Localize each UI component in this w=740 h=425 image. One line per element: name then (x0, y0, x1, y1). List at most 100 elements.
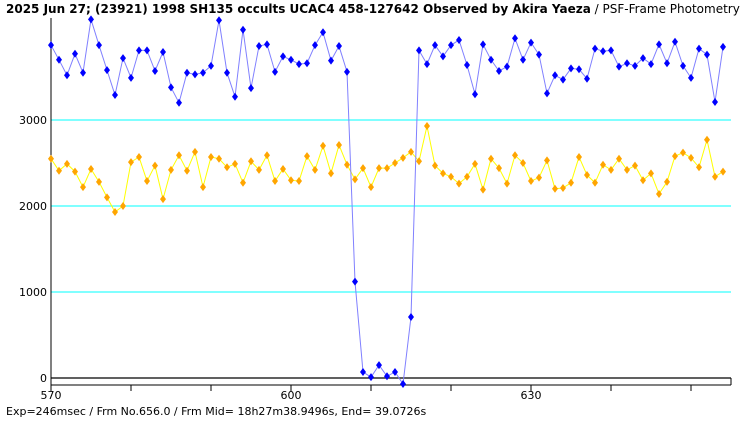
comparison-point (64, 159, 70, 168)
comparison-point (696, 163, 702, 172)
target-point (560, 75, 566, 84)
target-point (336, 42, 342, 51)
comparison-point (96, 177, 102, 186)
target-point (160, 48, 166, 57)
target-point (632, 61, 638, 70)
comparison-point (616, 154, 622, 163)
target-point (552, 71, 558, 80)
comparison-point (88, 165, 94, 174)
exposure-info: Exp=246msec / Frm No.656.0 / Frm Mid= 18… (6, 405, 427, 418)
comparison-point (368, 183, 374, 192)
comparison-point (568, 178, 574, 187)
target-point (232, 92, 238, 101)
comparison-point (232, 159, 238, 168)
target-point (504, 62, 510, 71)
target-point (480, 40, 486, 49)
target-point (168, 83, 174, 92)
target-point (624, 59, 630, 68)
target-point (456, 36, 462, 45)
target-point (216, 16, 222, 25)
target-point (184, 68, 190, 77)
target-point (696, 44, 702, 53)
target-point (376, 361, 382, 370)
comparison-point (608, 165, 614, 174)
comparison-point (680, 148, 686, 157)
target-point (416, 46, 422, 55)
target-point (392, 367, 398, 376)
target-point (368, 373, 374, 382)
comparison-point (280, 165, 286, 174)
target-point (56, 55, 62, 64)
comparison-point (256, 165, 262, 174)
comparison-point (704, 135, 710, 144)
comparison-point (632, 161, 638, 170)
target-point (344, 67, 350, 76)
comparison-point (600, 160, 606, 169)
comparison-point (264, 151, 270, 160)
comparison-point (176, 151, 182, 160)
comparison-point (216, 154, 222, 163)
comparison-point (656, 189, 662, 198)
target-point (664, 59, 670, 68)
chart-title-main: 2025 Jun 27; (23921) 1998 SH135 occults … (6, 2, 591, 16)
target-point (112, 91, 118, 100)
comparison-point (112, 208, 118, 217)
target-point (600, 47, 606, 56)
target-point (448, 41, 454, 50)
comparison-point (288, 176, 294, 185)
comparison-point (512, 151, 518, 160)
comparison-point (136, 152, 142, 161)
comparison-point (664, 177, 670, 186)
comparison-point (72, 167, 78, 176)
target-point (48, 41, 54, 50)
target-point (648, 60, 654, 69)
target-point (144, 46, 150, 55)
target-point (288, 55, 294, 64)
target-point (304, 59, 310, 68)
target-point (176, 98, 182, 107)
comparison-point (240, 178, 246, 187)
target-point (584, 74, 590, 83)
comparison-point (504, 179, 510, 188)
target-point (104, 66, 110, 75)
target-point (472, 90, 478, 99)
target-point (496, 66, 502, 75)
comparison-point (168, 165, 174, 174)
target-point (352, 277, 358, 286)
comparison-point (376, 164, 382, 173)
target-series-line (50, 19, 724, 386)
comparison-point (320, 141, 326, 150)
comparison-point (344, 160, 350, 169)
comparison-point (640, 176, 646, 185)
comparison-point (576, 152, 582, 161)
target-point (520, 55, 526, 64)
comparison-point (584, 171, 590, 180)
target-point (264, 40, 270, 49)
target-point (440, 52, 446, 61)
target-point (616, 62, 622, 71)
target-point (328, 56, 334, 65)
comparison-point (160, 195, 166, 204)
target-point (224, 68, 230, 77)
x-tick-label: 570 (41, 389, 62, 402)
y-tick-label: 0 (40, 372, 47, 385)
comparison-point (464, 172, 470, 181)
comparison-point (720, 167, 726, 176)
comparison-point (472, 159, 478, 168)
comparison-point (296, 177, 302, 186)
comparison-point (384, 164, 390, 173)
target-point (544, 89, 550, 98)
target-point (424, 60, 430, 69)
comparison-point (648, 169, 654, 178)
target-point (464, 60, 470, 69)
chart-title-method: / PSF-Frame Photometry / (590, 2, 740, 16)
comparison-point (400, 153, 406, 162)
comparison-point (328, 169, 334, 178)
target-point (72, 49, 78, 58)
comparison-point (624, 165, 630, 174)
target-point (528, 38, 534, 47)
target-point (136, 46, 142, 55)
target-point (488, 55, 494, 64)
target-point (296, 60, 302, 69)
